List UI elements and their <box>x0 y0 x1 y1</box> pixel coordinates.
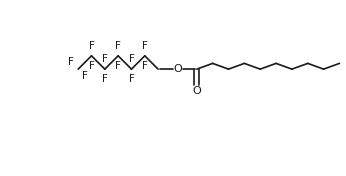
Text: O: O <box>192 86 201 96</box>
Text: O: O <box>174 64 182 74</box>
Text: F: F <box>68 57 74 67</box>
Text: F: F <box>102 54 108 64</box>
Text: F: F <box>82 71 88 81</box>
Text: F: F <box>115 61 121 71</box>
Text: F: F <box>102 74 108 84</box>
Text: F: F <box>142 61 148 71</box>
Text: F: F <box>89 41 94 51</box>
Text: F: F <box>128 74 134 84</box>
Text: F: F <box>89 61 94 71</box>
Text: F: F <box>142 41 148 51</box>
Text: F: F <box>115 41 121 51</box>
Text: F: F <box>128 54 134 64</box>
